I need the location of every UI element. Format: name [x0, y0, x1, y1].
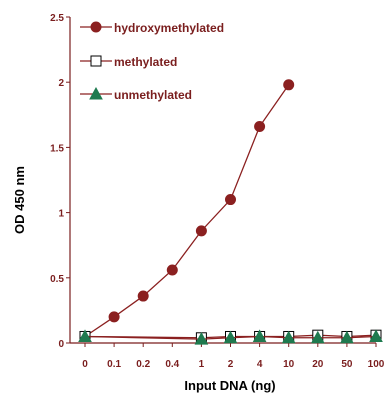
data-point	[89, 86, 103, 100]
x-tick-label: 10	[283, 359, 295, 370]
legend-label: unmethylated	[114, 88, 192, 102]
data-point	[90, 21, 102, 33]
series-hydroxymethylated	[79, 79, 295, 342]
x-tick-label: 50	[341, 359, 353, 370]
series-layer	[78, 79, 383, 345]
x-tick-label: 100	[368, 359, 385, 370]
y-axis-label: OD 450 nm	[12, 166, 27, 234]
data-point	[194, 332, 209, 345]
x-axis-label: Input DNA (ng)	[184, 378, 275, 393]
data-point	[310, 330, 325, 344]
data-point	[108, 311, 120, 323]
legend: hydroxymethylated methylated unmethylated	[80, 21, 224, 102]
x-tick-label: 4	[257, 359, 263, 370]
y-tick-label: 1.5	[50, 143, 64, 154]
series-line	[84, 84, 290, 338]
data-point	[283, 79, 295, 91]
x-tick-label: 20	[312, 359, 324, 370]
data-point	[225, 194, 236, 206]
data-point	[137, 290, 149, 302]
x-tick-label: 0.4	[165, 359, 179, 370]
x-tick-label: 1	[199, 359, 205, 370]
series-line	[84, 335, 377, 340]
data-point	[254, 121, 266, 133]
y-tick-label: 2.5	[50, 13, 64, 24]
legend-label: hydroxymethylated	[114, 21, 224, 35]
y-tick-label: 0	[58, 339, 64, 350]
x-tick-label: 2	[228, 359, 234, 370]
x-tick-label: 0	[82, 359, 88, 370]
data-point	[166, 264, 178, 276]
x-tick-label: 0.2	[136, 359, 150, 370]
legend-item-unmethylated: unmethylated	[80, 86, 192, 102]
data-point	[281, 330, 296, 344]
y-tick-label: 1	[58, 209, 64, 220]
legend-item-hydroxymethylated: hydroxymethylated	[80, 21, 224, 35]
data-point	[78, 329, 92, 342]
data-point	[252, 329, 267, 342]
data-point	[369, 329, 383, 342]
data-point	[90, 55, 102, 67]
series-unmethylated	[78, 329, 383, 345]
data-point	[223, 330, 238, 344]
legend-item-methylated: methylated	[80, 55, 177, 69]
axes: 0 0.5 1 1.5 2 2.5 0 0.1 0.2 0.4 1 2 4 10 20 50 100	[50, 13, 385, 370]
data-point	[195, 225, 207, 237]
y-tick-label: 0.5	[50, 274, 64, 285]
x-tick-label: 0.1	[107, 359, 121, 370]
data-point	[340, 330, 354, 344]
legend-label: methylated	[114, 55, 177, 69]
y-tick-label: 2	[58, 78, 64, 89]
